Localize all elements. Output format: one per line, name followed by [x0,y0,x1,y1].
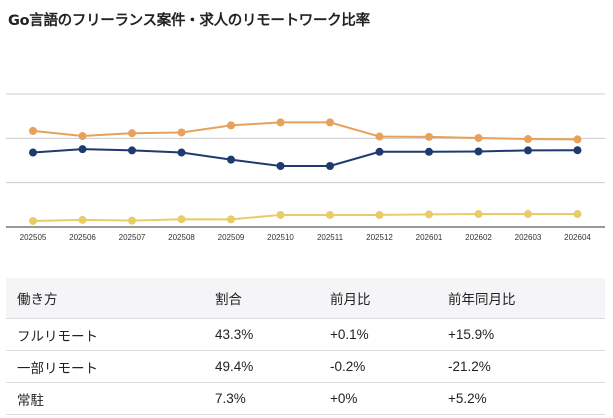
data-point-full [474,147,483,156]
data-point-onsite [474,210,483,219]
table-row: 一部リモート 49.4% -0.2% -21.2% [6,350,605,383]
x-tick-label: 202509 [218,233,245,242]
header-yoy: 前年同月比 [437,278,605,319]
table-row: フルリモート 43.3% +0.1% +15.9% [6,318,605,351]
x-tick-label: 202603 [515,233,542,242]
x-tick-label: 202604 [564,233,591,242]
line-chart: 202505 202506 202507 202508 202509 202510 2025… [6,93,605,242]
series-line-partial [32,121,578,141]
data-point-full [326,161,334,170]
x-tick-label: 202507 [119,233,146,242]
data-point-partial [29,126,37,135]
x-tick-label: 202508 [168,233,195,242]
data-point-partial [326,118,334,127]
data-point-partial [227,121,235,130]
series-line-onsite [32,213,578,222]
table-row: 常駐 7.3% +0% +5.2% [6,382,605,415]
cell: フルリモート [6,318,204,351]
data-point-partial [524,135,532,144]
x-tick-label: 202510 [267,233,294,242]
cell: 常駐 [6,382,204,415]
data-point-onsite [375,210,384,219]
data-point-partial [425,132,433,141]
cell: 43.3% [204,318,319,351]
x-tick-label: 202511 [317,233,344,242]
cell: 7.3% [204,382,319,415]
cell: +0.1% [319,318,437,351]
x-tick-label: 202601 [416,233,443,242]
cell: -0.2% [319,350,437,383]
data-point-onsite [227,215,235,224]
data-point-partial [128,129,136,138]
data-point-onsite [326,210,334,219]
data-point-full [227,155,235,164]
data-point-partial [177,128,186,137]
data-point-full [29,148,37,157]
data-point-onsite [573,210,582,219]
cell: 一部リモート [6,350,204,383]
chart-title: Go言語のフリーランス案件・求人のリモートワーク比率 [8,13,370,29]
data-point-partial [276,118,285,127]
data-point-onsite [425,210,433,219]
data-point-onsite [524,210,532,219]
cell: +5.2% [437,382,605,415]
data-point-full [573,146,582,155]
data-point-full [375,147,384,156]
table-header-row: 働き方 割合 前月比 前年同月比 [6,278,605,319]
data-point-onsite [276,210,285,219]
data-point-onsite [128,216,136,225]
cell: 49.4% [204,350,319,383]
x-tick-label: 202505 [20,233,47,242]
data-point-full [177,148,186,157]
data-point-onsite [177,215,186,224]
data-point-full [78,145,87,154]
cell: +15.9% [437,318,605,351]
header-work-style: 働き方 [6,278,204,319]
x-tick-label: 202506 [69,233,96,242]
data-point-full [524,146,532,155]
data-point-full [425,147,433,156]
x-tick-label: 202512 [366,233,393,242]
data-point-partial [474,133,483,142]
x-tick-label: 202602 [465,233,492,242]
cell: -21.2% [437,350,605,383]
data-point-partial [375,132,384,141]
data-point-onsite [78,215,87,224]
data-point-partial [78,132,87,141]
data-point-onsite [29,216,37,225]
data-point-full [276,161,285,170]
cell: +0% [319,382,437,415]
remote-ratio-table: 働き方 割合 前月比 前年同月比 フルリモート 43.3% +0.1% +15.9% … [6,278,605,415]
data-point-partial [573,135,582,144]
data-point-full [128,146,136,155]
series-line-full [32,148,578,167]
header-mom: 前月比 [319,278,437,319]
header-ratio: 割合 [204,278,319,319]
